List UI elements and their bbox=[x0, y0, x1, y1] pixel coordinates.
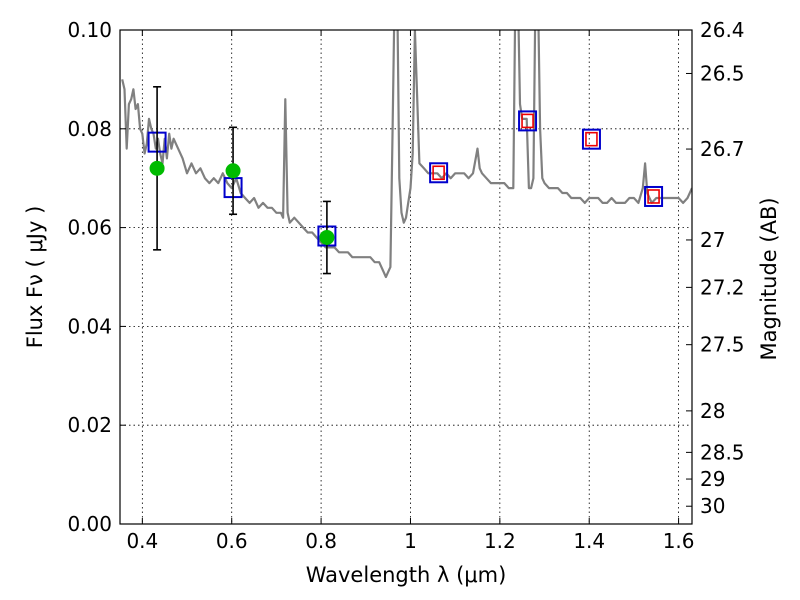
plot-frame bbox=[119, 29, 693, 525]
y2-tick-label: 28.5 bbox=[700, 440, 745, 464]
y2-tick-label: 28 bbox=[700, 399, 725, 423]
x-tick-label: 0.8 bbox=[305, 529, 337, 553]
x-tick-label: 0.4 bbox=[126, 529, 158, 553]
model-band-inner-marker bbox=[432, 165, 445, 181]
spectrum-line bbox=[121, 30, 692, 279]
x-axis-title: Wavelength λ (μm) bbox=[306, 563, 507, 587]
model-band-marker bbox=[429, 162, 449, 184]
y2-tick-label: 30 bbox=[700, 494, 725, 518]
y-tick-label: 0.04 bbox=[67, 314, 112, 338]
x-tick-label: 1 bbox=[404, 529, 417, 553]
x-tick-label: 1.2 bbox=[484, 529, 516, 553]
observed-point bbox=[149, 160, 165, 176]
y2-tick-label: 26.4 bbox=[700, 18, 745, 42]
y2-tick-label: 27 bbox=[700, 228, 725, 252]
y-tick-label: 0.08 bbox=[67, 117, 112, 141]
y-axis-title: Flux Fν ( μJy ) bbox=[23, 206, 47, 349]
model-band-inner-marker bbox=[647, 189, 660, 204]
y-tick-label: 0.06 bbox=[67, 216, 112, 240]
plot-content bbox=[121, 30, 692, 279]
axis-ticks: 0.4 0.6 0.8 1 1.2 1.4 1.6 0.00 0.02 0.04 0.06 0.08 0… bbox=[67, 18, 744, 553]
model-band-inner-marker bbox=[521, 113, 534, 129]
y2-tick-label: 29 bbox=[700, 467, 725, 491]
grid bbox=[120, 29, 692, 525]
model-band-marker bbox=[518, 110, 538, 132]
y-tick-label: 0.02 bbox=[67, 413, 112, 437]
model-band-marker bbox=[581, 128, 601, 150]
observed-point bbox=[225, 163, 241, 179]
y-tick-label: 0.00 bbox=[67, 512, 112, 536]
y2-tick-label: 27.2 bbox=[700, 275, 745, 299]
y2-tick-label: 26.5 bbox=[700, 61, 745, 85]
y2-tick-label: 26.7 bbox=[700, 137, 745, 161]
x-tick-label: 0.6 bbox=[216, 529, 248, 553]
x-tick-label: 1.4 bbox=[573, 529, 605, 553]
y2-tick-label: 27.5 bbox=[700, 333, 745, 357]
model-band-inner-marker bbox=[585, 131, 598, 147]
y-tick-label: 0.10 bbox=[67, 18, 112, 42]
x-tick-label: 1.6 bbox=[663, 529, 695, 553]
y2-axis-title: Magnitude (AB) bbox=[757, 197, 781, 360]
observed-point bbox=[319, 229, 335, 245]
model-band-marker bbox=[644, 185, 664, 207]
